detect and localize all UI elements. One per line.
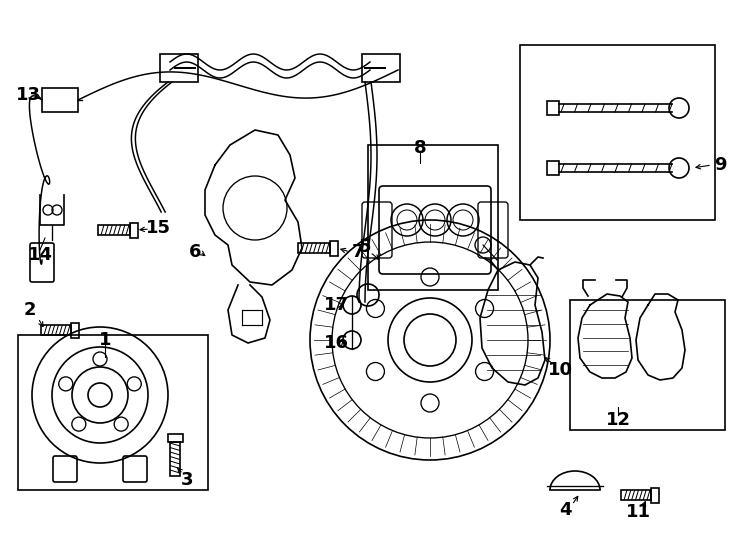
Text: 6: 6: [189, 243, 201, 261]
Text: 2: 2: [23, 301, 36, 319]
Text: 12: 12: [606, 411, 631, 429]
Text: 3: 3: [181, 471, 193, 489]
Text: 13: 13: [15, 86, 40, 104]
Text: 11: 11: [625, 503, 650, 521]
Text: 4: 4: [559, 501, 571, 519]
Text: 1: 1: [99, 331, 112, 349]
Bar: [368, 145, 498, 290]
Bar: [362, 54, 400, 82]
Bar: [160, 54, 198, 82]
Bar: [520, 45, 715, 220]
Text: 17: 17: [324, 296, 349, 314]
Text: 16: 16: [324, 334, 349, 352]
Text: 5: 5: [359, 238, 371, 256]
Text: 9: 9: [713, 156, 726, 174]
Bar: [18, 335, 208, 490]
Bar: [42, 88, 78, 112]
Text: 8: 8: [414, 139, 426, 157]
Bar: [570, 300, 725, 430]
Text: 7: 7: [352, 243, 364, 261]
Text: 14: 14: [27, 246, 53, 264]
Text: 15: 15: [145, 219, 170, 237]
Text: 10: 10: [548, 361, 573, 379]
